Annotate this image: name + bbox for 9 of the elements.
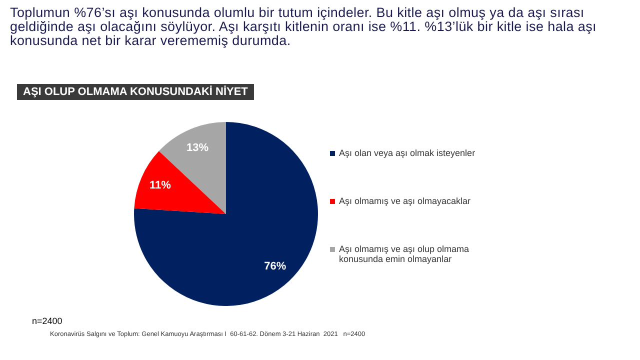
chart-title: AŞI OLUP OLMAMA KONUSUNDAKİ NİYET [17, 84, 254, 100]
text: n=2400 [32, 316, 62, 326]
data-label: 11% [149, 180, 172, 192]
legend-label: Aşı olmamış ve aşı olup olmama konusunda emin olmayanlar [339, 244, 470, 264]
data-label: 76% [264, 260, 286, 272]
legend-label: Aşı olmamış ve aşı olmayacaklar [339, 196, 471, 206]
legend-label: Aşı olan veya aşı olmak isteyenler [339, 148, 476, 158]
data-label: 13% [186, 142, 209, 154]
chart-subtitle: Toplumun %76’sı aşı konusunda olumlu bir tutum içindeler. Bu kitle aşı olmuş ya da aşı sırası geldiğinde aşı olacağını söylüyor. Aşı karşıtı kitlenin oranı ise %11. %13’lük bir kitle ise hala aşı konusunda net bir karar verememiş durumda. [10, 5, 598, 48]
